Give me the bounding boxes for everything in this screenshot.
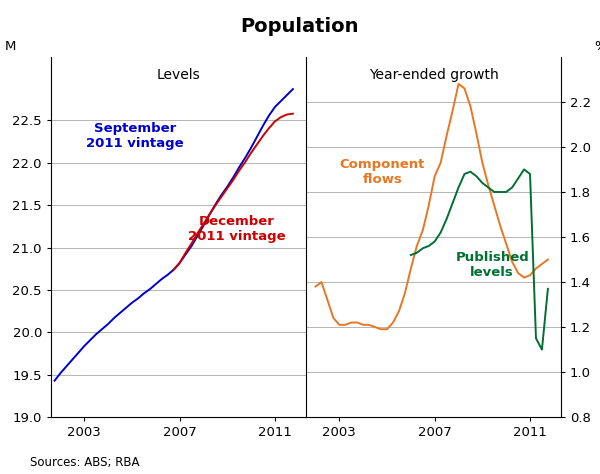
Text: Year-ended growth: Year-ended growth (368, 68, 499, 82)
Text: Sources: ABS; RBA: Sources: ABS; RBA (30, 456, 139, 469)
Text: Component
flows: Component flows (340, 158, 425, 186)
Text: Published
levels: Published levels (455, 251, 529, 279)
Text: September
2011 vintage: September 2011 vintage (86, 122, 184, 150)
Text: %: % (594, 40, 600, 53)
Text: December
2011 vintage: December 2011 vintage (188, 215, 286, 243)
Text: Population: Population (241, 17, 359, 36)
Text: M: M (5, 40, 16, 53)
Text: Levels: Levels (157, 68, 200, 82)
